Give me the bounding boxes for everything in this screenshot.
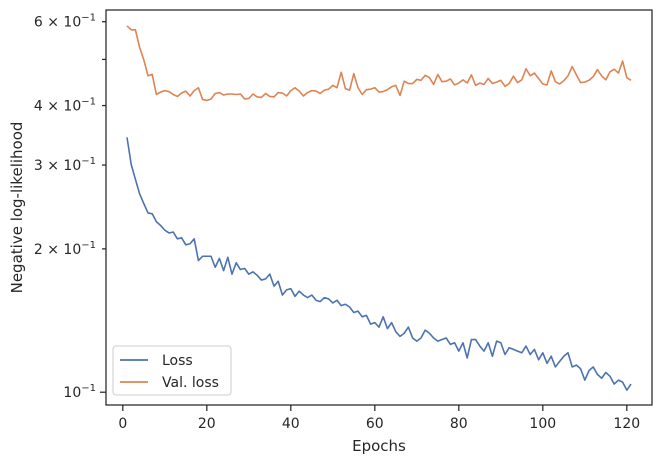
plot-frame bbox=[105, 9, 653, 406]
y-tick-exponent: −1 bbox=[81, 383, 96, 394]
series-line-val-loss bbox=[126, 25, 632, 102]
y-tick-mantissa: 4 × 10 bbox=[34, 99, 81, 115]
x-axis: 0 20 40 60 80 100 120 bbox=[118, 405, 640, 432]
x-axis-label: Epochs bbox=[352, 437, 406, 455]
legend: Loss Val. loss bbox=[112, 345, 232, 396]
x-tick-label: 80 bbox=[450, 416, 468, 432]
plot-lines bbox=[126, 25, 632, 391]
y-tick-exponent: −1 bbox=[81, 97, 96, 108]
y-tick-label: 4 × 10−1 bbox=[34, 97, 96, 115]
y-axis-label: Negative log-likelihood bbox=[8, 122, 26, 294]
x-tick-label: 40 bbox=[282, 416, 300, 432]
y-tick-label: 3 × 10−1 bbox=[34, 156, 96, 174]
y-tick-mantissa: 3 × 10 bbox=[34, 158, 81, 174]
y-tick-mantissa: 6 × 10 bbox=[34, 15, 81, 31]
y-tick-mantissa: 10 bbox=[63, 385, 81, 401]
legend-label: Loss bbox=[162, 353, 193, 369]
x-tick-label: 120 bbox=[613, 416, 640, 432]
x-tick-label: 0 bbox=[118, 416, 127, 432]
y-tick-exponent: −1 bbox=[81, 240, 96, 251]
y-tick-label: 2 × 10−1 bbox=[34, 240, 96, 258]
y-axis: 10−12 × 10−13 × 10−14 × 10−16 × 10−1 bbox=[34, 13, 106, 401]
y-tick-label: 10−1 bbox=[63, 383, 96, 401]
x-tick-label: 100 bbox=[529, 416, 556, 432]
y-tick-mantissa: 2 × 10 bbox=[34, 242, 81, 258]
y-tick-exponent: −1 bbox=[81, 13, 96, 24]
series-line-loss bbox=[126, 137, 632, 391]
y-tick-label: 6 × 10−1 bbox=[34, 13, 96, 31]
x-tick-label: 60 bbox=[366, 416, 384, 432]
legend-label: Val. loss bbox=[162, 375, 219, 391]
y-tick-exponent: −1 bbox=[81, 156, 96, 167]
x-tick-label: 20 bbox=[198, 416, 216, 432]
